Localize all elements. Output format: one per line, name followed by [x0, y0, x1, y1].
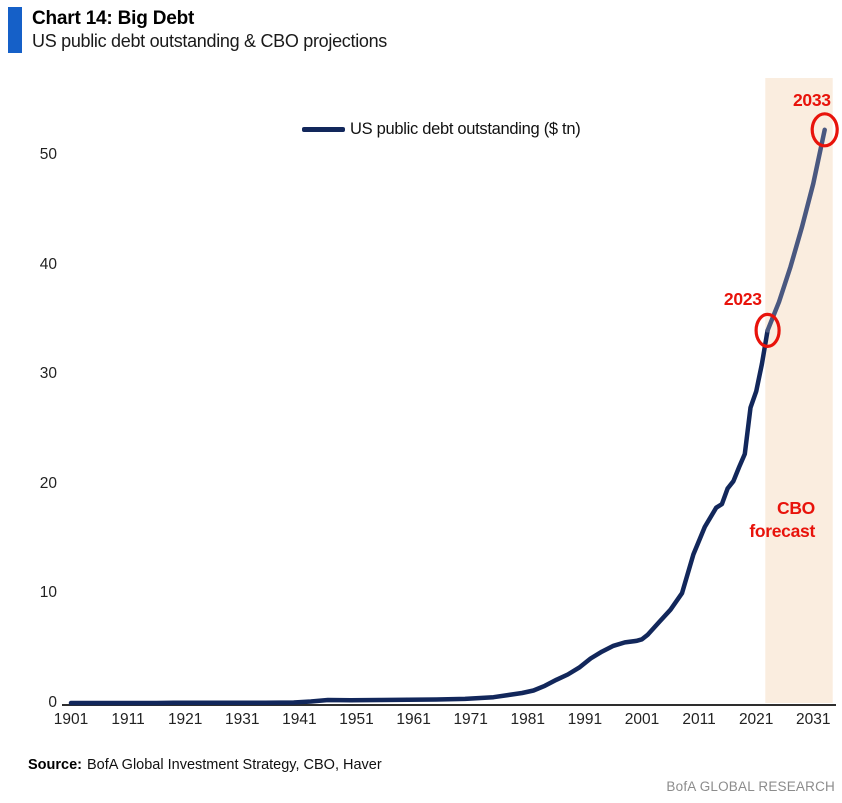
x-tick-label: 2011: [682, 711, 716, 728]
x-tick-label: 1901: [53, 711, 89, 728]
debt-line: [68, 328, 770, 706]
y-tick-label: 10: [39, 584, 57, 602]
legend-label: US public debt outstanding ($ tn): [350, 119, 581, 138]
legend-line-swatch: [302, 126, 345, 132]
annotation-circle-2023: [754, 312, 781, 348]
legend: US public debt outstanding ($ tn): [302, 119, 581, 139]
annotation-label-2023: 2023: [723, 289, 762, 310]
y-tick-label: 30: [39, 365, 57, 383]
y-tick-label: 40: [39, 255, 57, 273]
cbo-forecast-label: CBO forecast: [749, 498, 815, 542]
x-tick-label: 2031: [796, 711, 831, 728]
annotation-circle-2033: [810, 112, 839, 148]
x-tick-label: 1921: [167, 711, 203, 728]
x-tick-label: 1911: [111, 711, 145, 728]
brand-footer: BofA GLOBAL RESEARCH: [666, 779, 835, 794]
x-tick-label: 1931: [225, 711, 260, 728]
x-tick-label: 1941: [282, 711, 317, 728]
x-tick-label: 2021: [738, 711, 774, 728]
forecast-region: [765, 78, 833, 703]
source-label: Source:: [28, 757, 82, 773]
annotation-label-2033: 2033: [793, 89, 831, 110]
x-tick-label: 1981: [510, 711, 546, 728]
y-tick-label: 50: [39, 146, 57, 163]
x-tick-label: 1951: [339, 711, 374, 728]
y-tick-label: 0: [48, 694, 57, 711]
source-line: Source: BofA Global Investment Strategy, …: [28, 757, 382, 773]
forecast-line: [765, 127, 827, 333]
x-axis-tick-labels: 1901 1911 1921 1931 1941 1951 1961 1971 1981 1991…: [0, 711, 842, 731]
x-tick-label: 2001: [624, 711, 660, 728]
chart-subtitle: US public debt outstanding & CBO project…: [32, 31, 388, 51]
x-tick-label: 1971: [453, 711, 488, 728]
source-text: BofA Global Investment Strategy, CBO, Ha…: [87, 757, 382, 773]
x-tick-label: 1961: [396, 711, 431, 728]
x-tick-label: 1991: [567, 711, 603, 728]
chart-title: Chart 14: Big Debt: [32, 8, 195, 29]
title-accent-bar: [8, 7, 22, 53]
y-tick-label: 20: [39, 474, 57, 492]
